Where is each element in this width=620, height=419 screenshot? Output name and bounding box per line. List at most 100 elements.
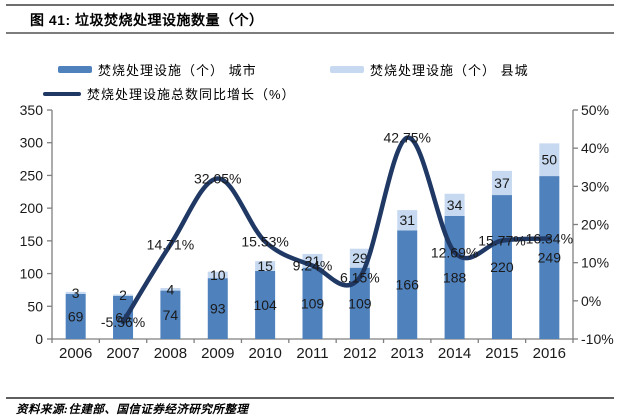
bar-labels: 6936627449310104151092110929166311883422… (68, 152, 561, 326)
right-tick-label: 10% (581, 255, 609, 271)
legend-label-city: 焚烧处理设施（个） 城市 (98, 63, 257, 78)
county-bar (160, 287, 181, 291)
county-value-label: 15 (257, 258, 273, 274)
year-label: 2009 (201, 345, 234, 362)
title-rule (6, 32, 614, 34)
left-tick-label: 350 (20, 102, 44, 118)
source-note: 资料来源:住建部、国信证券经济研究所整理 (16, 404, 249, 416)
county-bar (491, 170, 512, 196)
year-label: 2013 (391, 345, 424, 362)
legend-item-county-bars: 焚烧处理设施（个） 县城 (330, 60, 529, 79)
city-bar (160, 290, 181, 339)
city-bar (113, 295, 134, 339)
figure-title: 图 41: 垃圾焚烧处理设施数量（个） (30, 12, 264, 28)
city-value-label: 249 (538, 250, 562, 266)
county-bar (397, 210, 418, 231)
county-bar (113, 294, 134, 296)
county-bar (444, 193, 465, 216)
left-tick-label: 150 (20, 233, 44, 249)
county-value-label: 34 (447, 197, 463, 213)
county-value-label: 37 (494, 175, 510, 191)
growth-value-label: 32.05% (194, 171, 241, 187)
city-bar (397, 230, 418, 339)
city-value-label: 220 (490, 259, 514, 275)
growth-line (120, 135, 552, 325)
county-value-label: 10 (210, 267, 226, 283)
city-value-label: 166 (396, 277, 420, 293)
right-tick-label: 40% (581, 140, 609, 156)
left-tick-label: 300 (20, 135, 44, 151)
county-value-label: 2 (119, 287, 127, 303)
left-tick-label: 50 (27, 298, 43, 314)
city-value-label: 69 (68, 308, 84, 324)
left-tick-label: 100 (20, 266, 44, 282)
year-label: 2012 (343, 345, 376, 362)
right-tick-label: 50% (581, 102, 609, 118)
city-bar (302, 267, 323, 339)
legend-swatch-county (330, 66, 364, 73)
growth-line-path (120, 135, 552, 325)
city-bar (349, 267, 370, 339)
county-value-label: 31 (399, 212, 415, 228)
growth-value-label: 9.24% (293, 258, 333, 274)
bottom-rule (6, 397, 614, 399)
city-bar (207, 278, 228, 339)
left-tick-label: 200 (20, 200, 44, 216)
year-label: 2006 (59, 345, 92, 362)
growth-value-label: 15.77% (478, 233, 525, 249)
county-value-label: 4 (167, 281, 175, 297)
county-bar (207, 271, 228, 279)
city-bar (491, 195, 512, 339)
right-tick-label: 30% (581, 178, 609, 194)
legend-item-growth-line: 焚烧处理设施总数同比增长（%） (43, 84, 296, 103)
left-tick-label: 0 (35, 331, 43, 347)
city-value-label: 74 (163, 307, 179, 323)
county-bar (255, 261, 276, 271)
growth-value-label: 42.75% (383, 130, 430, 146)
city-bar (539, 176, 560, 339)
city-value-label: 93 (210, 301, 226, 317)
year-label: 2010 (248, 345, 281, 362)
left-axis-ticks: 0 50 100 150 200 250 300 350 (20, 102, 52, 347)
year-label: 2016 (533, 345, 566, 362)
x-axis-ticks: 2006 2007 2008 2009 2010 2011 2012 2013 2014 2015… (51, 339, 574, 362)
year-label: 2014 (438, 345, 471, 362)
county-value-label: 29 (352, 250, 368, 266)
year-label: 2008 (154, 345, 187, 362)
county-bar (539, 143, 560, 177)
legend-label-county: 焚烧处理设施（个） 县城 (370, 63, 529, 78)
growth-value-label: 12.69% (431, 244, 478, 260)
county-value-label: 3 (72, 285, 80, 301)
chart-area: 0 50 100 150 200 250 300 350 -10% 0% 10% 20% 30% 40% 5… (0, 96, 620, 388)
legend-swatch-growth (43, 91, 81, 96)
chart-canvas: 050100150200250300350-10%0%10%20%30%40%5… (20, 102, 614, 362)
city-value-label: 109 (301, 295, 325, 311)
legend-swatch-city (58, 66, 92, 73)
year-label: 2007 (106, 345, 139, 362)
county-value-label: 50 (542, 152, 558, 168)
right-axis-ticks: -10% 0% 10% 20% 30% 40% 50% (573, 102, 614, 347)
legend-item-city-bars: 焚烧处理设施（个） 城市 (58, 60, 257, 79)
year-label: 2015 (485, 345, 518, 362)
right-tick-label: 20% (581, 217, 609, 233)
growth-value-label: -5.56% (101, 314, 145, 330)
right-tick-label: 0% (581, 293, 601, 309)
top-rule (6, 4, 614, 6)
right-tick-label: -10% (581, 331, 614, 347)
year-label: 2011 (296, 345, 328, 362)
city-bar (65, 293, 86, 339)
line-labels: -5.56% 14.71% 32.05% 15.53% 9.24% 6.15% 42.75%… (101, 130, 573, 330)
city-value-label: 188 (443, 269, 467, 285)
growth-value-label: 6.15% (340, 269, 380, 285)
growth-value-label: 14.71% (147, 237, 194, 253)
stacked-bars (65, 143, 560, 339)
city-value-label: 104 (253, 297, 277, 313)
legend-label-growth: 焚烧处理设施总数同比增长（%） (87, 87, 296, 102)
growth-value-label: 15.53% (241, 234, 288, 250)
city-value-label: 109 (348, 295, 372, 311)
growth-value-label: 16.34% (526, 230, 573, 246)
county-bar (65, 291, 86, 294)
left-tick-label: 250 (20, 167, 44, 183)
city-bar (255, 270, 276, 339)
